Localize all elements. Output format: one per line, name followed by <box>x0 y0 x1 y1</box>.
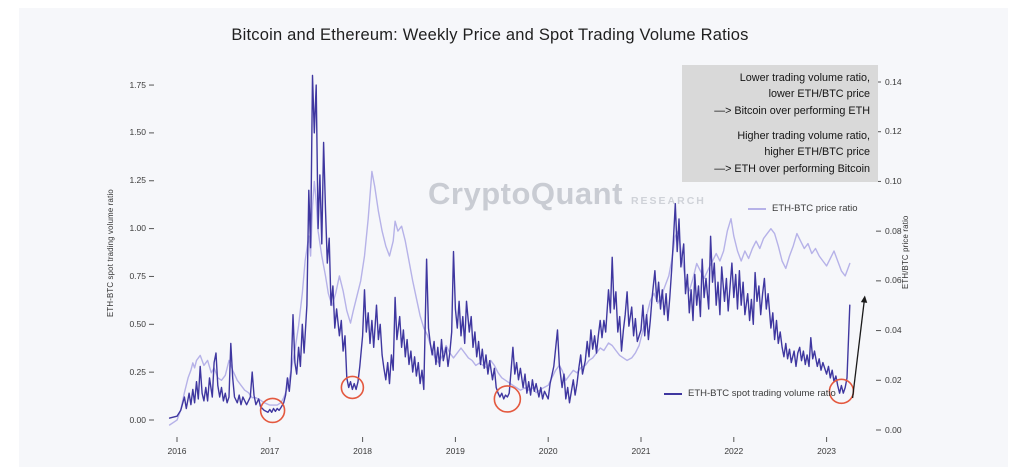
annotation-line: —> Bitcoin over performing ETH <box>714 104 870 117</box>
annotation-line: —> ETH over performing Bitcoin <box>714 162 870 175</box>
volume-ratio-line <box>168 74 851 419</box>
legend-volume-ratio: ETH-BTC spot trading volume ratio <box>664 388 836 399</box>
annotation-line: lower ETH/BTC price <box>768 88 870 101</box>
research-label: RESEARCH <box>630 195 706 207</box>
annotation-higher-ratio: Higher trading volume ratio, higher ETH/… <box>682 123 878 183</box>
trend-arrow-shaft <box>851 297 866 399</box>
y-right-tick-label: 0.06 <box>885 275 902 286</box>
annotation-lower-ratio: Lower trading volume ratio, lower ETH/BT… <box>682 65 878 125</box>
y-left-tick-label: 1.25 <box>129 175 146 186</box>
x-tick-label: 2017 <box>260 446 280 456</box>
y-axis-left-label: ETH-BTC spot trading volume ratio <box>106 189 115 317</box>
y-left-tick-label: 0.00 <box>129 414 146 425</box>
x-tick-label: 2016 <box>167 446 187 456</box>
x-tick-label: 2020 <box>538 446 558 456</box>
y-right-tick-label: 0.02 <box>885 374 902 385</box>
y-left-tick-label: 1.50 <box>129 127 146 138</box>
x-tick-label: 2023 <box>817 446 837 456</box>
annotation-line: Lower trading volume ratio, <box>739 72 870 84</box>
cryptoquant-logo: CryptoQuant <box>428 176 623 211</box>
y-left-tick-label: 0.50 <box>129 318 146 329</box>
annotation-line: higher ETH/BTC price <box>764 146 870 159</box>
y-right-tick-label: 0.10 <box>885 175 902 186</box>
x-tick-label: 2021 <box>631 446 651 456</box>
x-tick-label: 2022 <box>724 446 744 456</box>
legend-price-ratio: ETH-BTC price ratio <box>748 203 858 214</box>
price-ratio-line <box>168 170 851 426</box>
volume-line-swatch <box>664 392 682 395</box>
y-right-tick-label: 0.00 <box>885 424 902 435</box>
y-right-tick-label: 0.08 <box>885 225 902 236</box>
y-right-tick-label: 0.12 <box>885 126 902 137</box>
price-line-swatch <box>748 207 766 210</box>
y-left-tick-label: 0.25 <box>129 366 146 377</box>
y-right-tick-label: 0.14 <box>885 76 902 87</box>
y-left-tick-label: 1.00 <box>129 223 146 234</box>
watermark: CryptoQuant RESEARCH <box>428 176 706 212</box>
trend-arrow-head <box>860 295 868 303</box>
highlight-circle <box>493 385 522 413</box>
annotation-line: Higher trading volume ratio, <box>737 130 870 142</box>
y-axis-right-label: ETH/BTC price ratio <box>901 215 910 290</box>
legend-price-ratio-label: ETH-BTC price ratio <box>772 203 858 214</box>
chart-title: Bitcoin and Ethereum: Weekly Price and S… <box>231 26 749 44</box>
y-right-tick-label: 0.04 <box>885 325 902 336</box>
legend-volume-ratio-label: ETH-BTC spot trading volume ratio <box>688 388 836 399</box>
x-tick-label: 2018 <box>353 446 373 456</box>
y-left-tick-label: 1.75 <box>129 79 146 90</box>
highlight-circle <box>340 375 365 400</box>
y-left-tick-label: 0.75 <box>129 270 146 281</box>
x-tick-label: 2019 <box>445 446 465 456</box>
highlight-circle <box>259 397 286 424</box>
